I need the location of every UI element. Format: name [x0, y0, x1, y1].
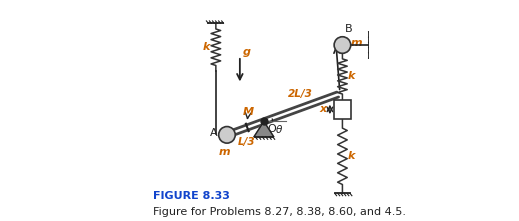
Text: FIGURE 8.33: FIGURE 8.33 [153, 191, 229, 201]
Text: 2L/3: 2L/3 [288, 89, 313, 99]
Text: m: m [351, 38, 363, 48]
Text: A: A [210, 128, 218, 138]
Text: O: O [268, 124, 276, 133]
Circle shape [334, 37, 351, 53]
Text: M: M [243, 107, 254, 117]
Text: L/3: L/3 [237, 137, 255, 147]
Text: k: k [348, 151, 355, 161]
Text: m: m [219, 147, 230, 157]
Circle shape [218, 127, 235, 143]
Text: B: B [345, 24, 352, 34]
Text: k: k [348, 71, 355, 82]
Text: 2m: 2m [333, 104, 351, 114]
Text: k: k [203, 42, 210, 52]
Text: θ: θ [276, 125, 282, 135]
Text: Figure for Problems 8.27, 8.38, 8.60, and 4.5.: Figure for Problems 8.27, 8.38, 8.60, an… [153, 206, 405, 217]
Text: x: x [320, 104, 326, 114]
Polygon shape [254, 121, 274, 137]
Text: g: g [242, 47, 251, 57]
Bar [334, 100, 351, 119]
